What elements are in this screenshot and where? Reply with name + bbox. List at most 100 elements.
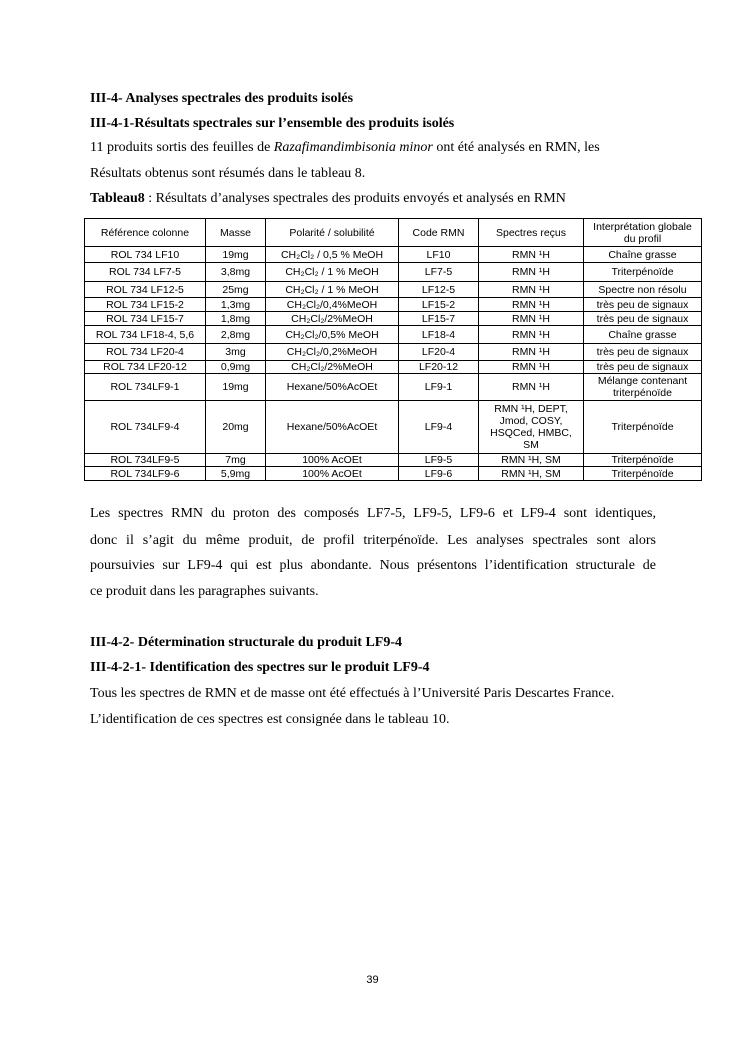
table-header-row: Référence colonne Masse Polarité / solubil… [84,218,702,247]
table-cell: LF15-7 [398,311,479,326]
table-cell: RMN ¹H [478,311,584,326]
caption-label: Tableau8 [90,191,145,206]
table-cell: LF15-2 [398,297,479,312]
table-cell: LF20-12 [398,360,479,374]
table-cell: Hexane/50%AcOEt [265,400,399,454]
page-number: 39 [366,974,379,986]
table-cell: Spectre non résolu [583,281,702,298]
text: 11 produits sortis des feuilles de [90,140,274,155]
table-cell: 0,9mg [205,360,266,374]
table-row: ROL 734LF9-5 7mg 100% AcOEt LF9-5 RMN ¹H, SM… [84,453,702,467]
para1-line: ce produit dans les paragraphes suivants… [90,584,319,599]
table-cell: Code RMN [398,218,479,247]
table-cell: RMN ¹H [478,325,584,344]
table-cell: LF7-5 [398,262,479,282]
table-cell: ROL 734 LF20-12 [84,360,206,374]
table-cell: ROL 734 LF15-2 [84,297,206,312]
table-cell: très peu de signaux [583,297,702,312]
table-row: ROL 734 LF20-4 3mg CH₂Cl₂/0,2%MeOH LF20-4 RM… [84,343,702,361]
table-cell: ROL 734LF9-6 [84,466,206,481]
table-cell: Mélange contenant triterpénoïde [583,373,702,401]
table-row: ROL 734 LF15-2 1,3mg CH₂Cl₂/0,4%MeOH LF15-2… [84,297,702,312]
table-cell: LF20-4 [398,343,479,361]
para1-line: Les spectres RMN du proton des composés … [90,506,656,521]
table-row: ROL 734 LF20-12 0,9mg CH₂Cl₂/2%MeOH LF20-12… [84,360,702,374]
table-cell: RMN ¹H [478,262,584,282]
table-cell: ROL 734 LF20-4 [84,343,206,361]
table-cell: 7mg [205,453,266,467]
table-caption: Tableau8 : Résultats d’analyses spectral… [90,191,566,207]
table-row: ROL 734 LF12-5 25mg CH₂Cl₂ / 1 % MeOH LF12-… [84,281,702,298]
table-cell: très peu de signaux [583,311,702,326]
table-cell: Triterpénoïde [583,262,702,282]
table-cell: ROL 734 LF7-5 [84,262,206,282]
table-cell: 1,3mg [205,297,266,312]
table-cell: RMN ¹H [478,360,584,374]
table-cell: LF9-1 [398,373,479,401]
species-name: Razafimandimbisonia minor [273,140,433,155]
heading-section: III-4- Analyses spectrales des produits … [90,91,354,106]
intro-line-2: Résultats obtenus sont résumés dans le t… [90,166,366,181]
intro-line-1: 11 produits sortis des feuilles de Razaf… [90,140,600,156]
table-cell: RMN ¹H [478,281,584,298]
table-cell: ROL 734LF9-4 [84,400,206,454]
table-cell: très peu de signaux [583,360,702,374]
table-cell: RMN ¹H [478,297,584,312]
table-cell: ROL 734 LF10 [84,246,206,263]
table-cell: LF18-4 [398,325,479,344]
table-cell: Chaîne grasse [583,325,702,344]
heading-identification: III-4-2-1- Identification des spectres s… [90,660,430,675]
para1-line: poursuivies sur LF9-4 qui est plus abond… [90,558,656,573]
para1-line: donc il s’agit du même produit, de profi… [90,533,656,548]
table-cell: 100% AcOEt [265,453,399,467]
table-row: ROL 734 LF10 19mg CH₂Cl₂ / 0,5 % MeOH LF10 R… [84,246,702,263]
table-cell: ROL 734LF9-1 [84,373,206,401]
table-cell: RMN ¹H, SM [478,453,584,467]
table-cell: RMN ¹H [478,343,584,361]
table-cell: CH₂Cl₂ / 1 % MeOH [265,262,399,282]
table-cell: LF12-5 [398,281,479,298]
table-row: ROL 734LF9-4 20mg Hexane/50%AcOEt LF9-4 RMN … [84,400,702,454]
table-cell: ROL 734 LF12-5 [84,281,206,298]
table-cell: Triterpénoïde [583,466,702,481]
para2-line-1: Tous les spectres de RMN et de masse ont… [90,686,615,701]
table-cell: 20mg [205,400,266,454]
table-cell: CH₂Cl₂ / 0,5 % MeOH [265,246,399,263]
table-cell: 5,9mg [205,466,266,481]
table-cell: 1,8mg [205,311,266,326]
results-table: Référence colonne Masse Polarité / solubil… [84,218,702,481]
text: ont été analysés en RMN, les [432,140,600,155]
table-cell: 100% AcOEt [265,466,399,481]
table-cell: Chaîne grasse [583,246,702,263]
table-cell: 3,8mg [205,262,266,282]
table-cell: Spectres reçus [478,218,584,247]
table-cell: 3mg [205,343,266,361]
table-cell: LF10 [398,246,479,263]
heading-subsection: III-4-1-Résultats spectrales sur l’ensem… [90,116,455,131]
table-cell: RMN ¹H, DEPT, Jmod, COSY, HSQCed, HMBC, … [478,400,584,454]
table-row: ROL 734 LF7-5 3,8mg CH₂Cl₂ / 1 % MeOH LF7-5… [84,262,702,282]
caption-text: : Résultats d’analyses spectrales des pr… [144,191,566,206]
table-cell: ROL 734LF9-5 [84,453,206,467]
para2-line-2: L’identification de ces spectres est con… [90,712,450,727]
table-row: ROL 734 LF15-7 1,8mg CH₂Cl₂/2%MeOH LF15-7 RM… [84,311,702,326]
table-cell: Hexane/50%AcOEt [265,373,399,401]
table-cell: LF9-5 [398,453,479,467]
table-cell: Triterpénoïde [583,453,702,467]
table-cell: CH₂Cl₂/0,2%MeOH [265,343,399,361]
table-cell: 25mg [205,281,266,298]
table-cell: Masse [205,218,266,247]
table-cell: très peu de signaux [583,343,702,361]
table-cell: CH₂Cl₂/0,5% MeOH [265,325,399,344]
table-cell: Interprétation globale du profil [583,218,702,247]
table-cell: Triterpénoïde [583,400,702,454]
table-row: ROL 734LF9-6 5,9mg 100% AcOEt LF9-6 RMN ¹H, … [84,466,702,481]
table-cell: 19mg [205,246,266,263]
table-cell: CH₂Cl₂ / 1 % MeOH [265,281,399,298]
table-row: ROL 734 LF18-4, 5,6 2,8mg CH₂Cl₂/0,5% MeOH… [84,325,702,344]
table-cell: ROL 734 LF15-7 [84,311,206,326]
table-cell: LF9-6 [398,466,479,481]
table-cell: 19mg [205,373,266,401]
table-cell: CH₂Cl₂/2%MeOH [265,311,399,326]
